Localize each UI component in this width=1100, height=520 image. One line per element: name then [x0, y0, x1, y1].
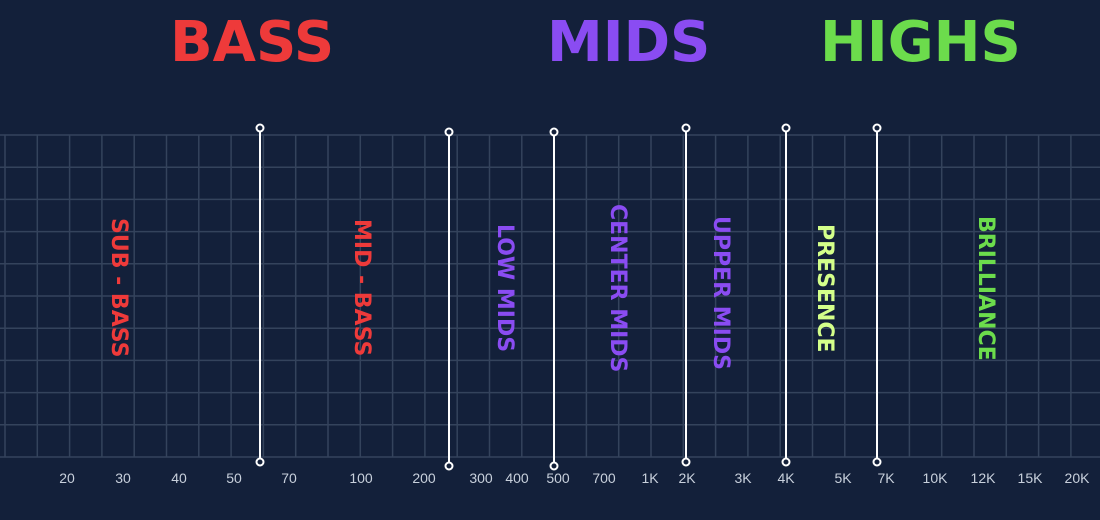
- frequency-tick-label: 1K: [641, 470, 659, 486]
- band-label: BRILLIANCE: [973, 215, 998, 361]
- frequency-tick-label: 3K: [734, 470, 752, 486]
- band-sub-bass: SUB - BASS: [98, 138, 138, 438]
- divider-endpoint-marker: [872, 123, 882, 133]
- band-label: LOW MIDS: [492, 223, 517, 353]
- divider-endpoint-marker: [444, 127, 454, 137]
- band-upper-mids: UPPER MIDS: [700, 143, 740, 443]
- divider-endpoint-marker: [781, 457, 791, 467]
- band-center-mids: CENTER MIDS: [597, 138, 637, 438]
- divider-endpoint-marker: [681, 457, 691, 467]
- divider-endpoint-marker: [549, 461, 559, 471]
- frequency-tick-label: 7K: [877, 470, 895, 486]
- band-dividers: [255, 123, 882, 471]
- divider-endpoint-marker: [444, 461, 454, 471]
- band-label: MID - BASS: [349, 219, 374, 357]
- frequency-tick-label: 70: [281, 470, 297, 486]
- band-label: SUB - BASS: [106, 218, 131, 358]
- frequency-tick-label: 10K: [922, 470, 948, 486]
- frequency-tick-label: 40: [171, 470, 187, 486]
- band-label: PRESENCE: [812, 223, 837, 353]
- divider-endpoint-marker: [255, 457, 265, 467]
- frequency-tick-label: 20K: [1064, 470, 1090, 486]
- frequency-tick-label: 50: [226, 470, 242, 486]
- divider-endpoint-marker: [781, 123, 791, 133]
- frequency-tick-label: 300: [469, 470, 493, 486]
- frequency-tick-label: 30: [115, 470, 131, 486]
- band-mid-bass: MID - BASS: [341, 138, 381, 438]
- frequency-tick-label: 5K: [834, 470, 852, 486]
- divider-endpoint-marker: [681, 123, 691, 133]
- frequency-tick-label: 12K: [970, 470, 996, 486]
- frequency-tick-label: 400: [505, 470, 529, 486]
- frequency-tick-label: 100: [349, 470, 373, 486]
- category-highs: HIGHS: [820, 10, 1021, 75]
- frequency-tick-label: 15K: [1017, 470, 1043, 486]
- band-brilliance: BRILLIANCE: [965, 138, 1005, 438]
- band-label: UPPER MIDS: [708, 216, 733, 370]
- frequency-tick-label: 4K: [777, 470, 795, 486]
- band-presence: PRESENCE: [804, 138, 844, 438]
- grid-lines: [0, 134, 1100, 458]
- frequency-tick-label: 500: [546, 470, 570, 486]
- divider-endpoint-marker: [549, 127, 559, 137]
- divider-endpoint-marker: [872, 457, 882, 467]
- category-bass: BASS: [170, 10, 335, 75]
- band-low-mids: LOW MIDS: [484, 138, 524, 438]
- category-mids: MIDS: [547, 10, 711, 75]
- frequency-tick-label: 2K: [678, 470, 696, 486]
- band-label: CENTER MIDS: [605, 203, 630, 373]
- divider-endpoint-marker: [255, 123, 265, 133]
- frequency-tick-label: 700: [592, 470, 616, 486]
- frequency-tick-label: 200: [412, 470, 436, 486]
- frequency-tick-label: 20: [59, 470, 75, 486]
